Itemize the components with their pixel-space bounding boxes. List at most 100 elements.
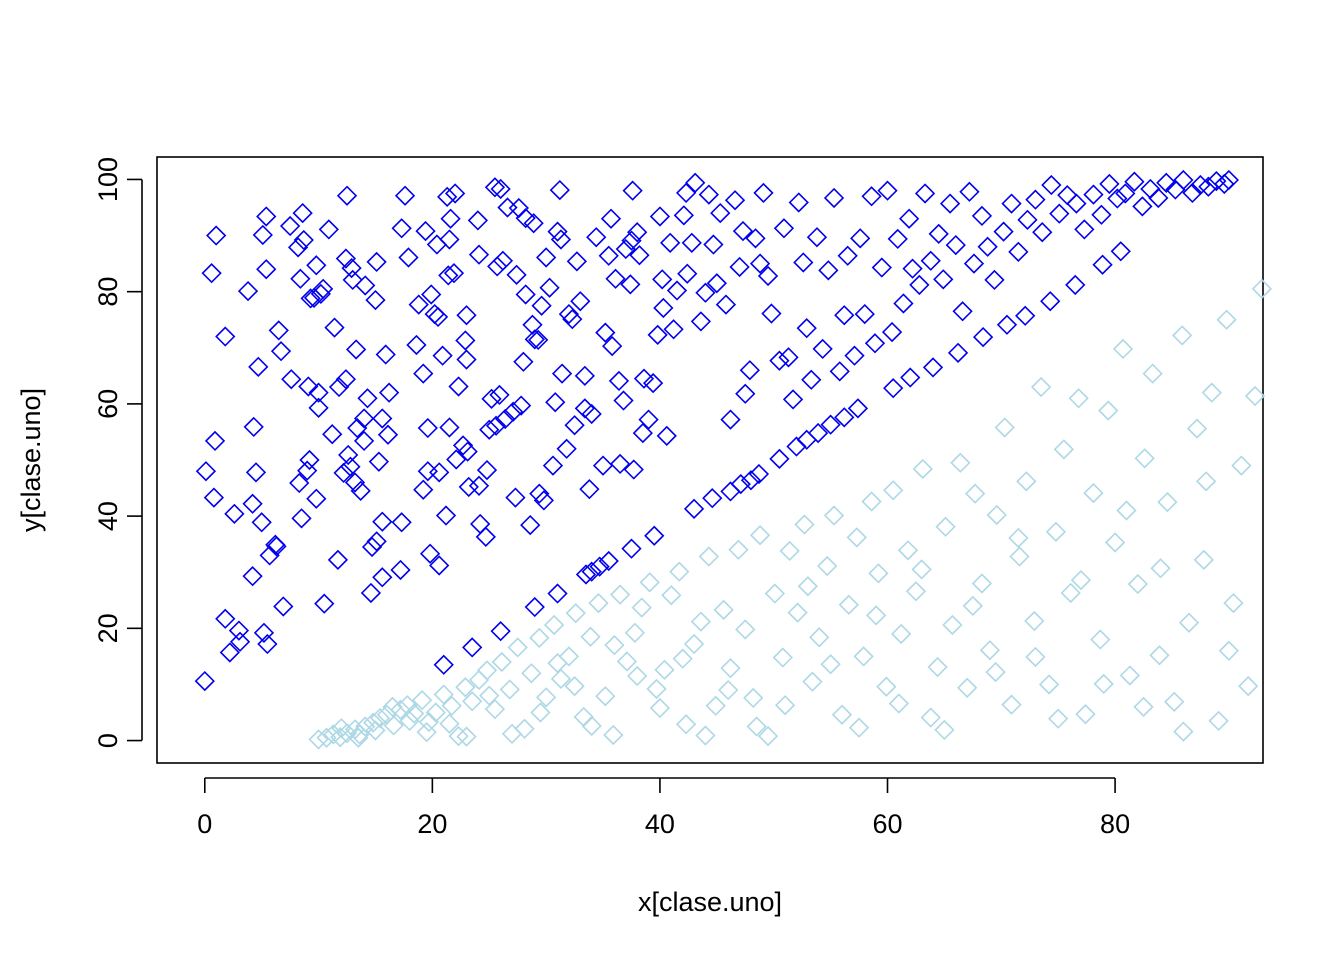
data-point (279, 215, 301, 237)
data-point (344, 472, 366, 493)
data-point (1104, 532, 1126, 553)
data-point (629, 245, 650, 266)
data-point (204, 430, 226, 452)
data-point (893, 293, 914, 314)
data-point (327, 549, 349, 571)
data-point (257, 633, 278, 655)
data-point (883, 480, 904, 501)
data-point (547, 221, 568, 242)
data-point (883, 378, 904, 399)
data-point (749, 253, 771, 274)
data-point (871, 257, 892, 278)
data-point (624, 622, 646, 643)
data-point (251, 512, 272, 533)
data-point (887, 228, 908, 250)
data-point (495, 408, 516, 430)
data-point (440, 208, 461, 229)
data-point (861, 186, 882, 207)
data-point (720, 409, 741, 430)
data-point (1214, 173, 1235, 195)
data-point (649, 206, 671, 227)
data-point (743, 687, 764, 709)
data-point (1066, 193, 1087, 214)
data-point (820, 654, 841, 675)
data-point (506, 264, 527, 285)
data-point (1099, 173, 1120, 195)
data-point (491, 651, 512, 673)
data-point (705, 695, 726, 716)
data-point (252, 224, 273, 246)
data-point (268, 320, 289, 341)
data-point (732, 220, 754, 242)
data-point (536, 687, 557, 708)
data-point (864, 333, 886, 354)
data-point (644, 525, 665, 546)
data-point (600, 208, 622, 229)
data-point (439, 229, 460, 250)
data-point (345, 339, 367, 360)
data-point (399, 710, 420, 732)
data-point (581, 715, 602, 737)
data-point (695, 725, 716, 746)
data-point (1182, 182, 1203, 204)
data-point (812, 338, 833, 360)
data-point (1124, 171, 1145, 192)
data-point (772, 647, 793, 668)
data-point (335, 369, 357, 390)
data-point (802, 671, 823, 692)
data-point (602, 335, 623, 357)
data-point (530, 702, 551, 723)
data-point (748, 463, 770, 485)
data-point (353, 430, 375, 452)
data-point (556, 438, 577, 459)
data-point (788, 192, 809, 213)
data-point (720, 481, 741, 502)
data-point (823, 505, 845, 526)
data-point (1116, 500, 1137, 521)
data-point (1110, 241, 1131, 262)
data-point (720, 658, 741, 679)
data-point (521, 663, 542, 684)
data-point (934, 719, 955, 741)
data-point (338, 444, 359, 466)
data-point (1068, 388, 1089, 409)
data-point (647, 324, 668, 346)
data-point (1008, 527, 1029, 549)
data-point (817, 555, 838, 577)
data-point (565, 603, 586, 624)
data-point (669, 561, 690, 582)
data-point (854, 303, 875, 325)
data-point (531, 295, 552, 316)
data-point (586, 227, 607, 248)
data-point (574, 365, 595, 386)
data-point (834, 305, 855, 326)
data-point (490, 178, 511, 200)
data-point (604, 635, 625, 656)
data-point (1016, 471, 1037, 492)
data-point (425, 702, 446, 723)
data-point (713, 599, 734, 620)
data-point (456, 726, 477, 747)
data-point (1190, 174, 1211, 196)
data-point (666, 280, 688, 301)
data-point (902, 258, 923, 279)
data-point (524, 329, 545, 350)
data-point (336, 185, 358, 206)
data-point (793, 252, 814, 273)
data-point (340, 456, 361, 477)
data-point (1065, 274, 1086, 296)
data-point (774, 695, 796, 716)
y-tick-label: 20 (93, 613, 123, 643)
data-point (1098, 400, 1119, 421)
data-point (608, 370, 630, 392)
data-point (1093, 673, 1114, 695)
data-point (492, 250, 514, 271)
data-point (1157, 491, 1178, 513)
data-point (308, 382, 329, 403)
data-point (627, 222, 648, 243)
data-point (291, 508, 312, 529)
data-point (468, 244, 490, 265)
data-point (528, 329, 549, 351)
data-point (360, 582, 382, 604)
data-point (638, 409, 659, 430)
